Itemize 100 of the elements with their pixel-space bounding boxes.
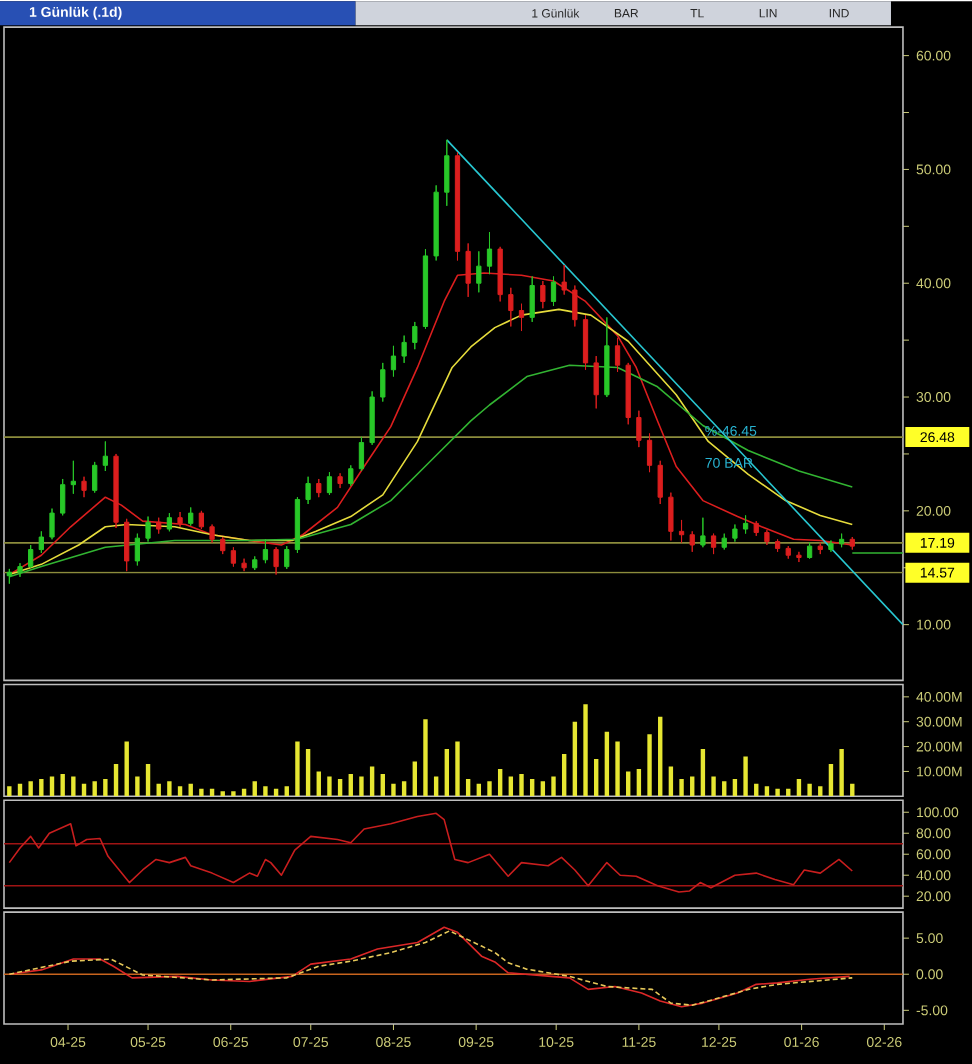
bar: [262, 786, 268, 797]
candlestick: [123, 518, 129, 572]
candlestick: [539, 280, 546, 309]
candlestick: [59, 478, 65, 516]
candlestick: [827, 539, 834, 553]
bar: [134, 776, 140, 797]
bar: [92, 781, 97, 797]
bar: [561, 754, 566, 797]
bar: [198, 788, 204, 797]
candlestick: [91, 461, 97, 494]
bar: [284, 786, 289, 797]
candlestick: [593, 355, 599, 409]
bar: [145, 763, 150, 797]
bar: [636, 768, 641, 797]
candlestick: [241, 558, 247, 572]
bar: [70, 776, 76, 797]
bar: [49, 776, 54, 797]
line-series: [8, 812, 853, 893]
candlestick: [763, 529, 770, 546]
bar: [838, 749, 844, 797]
candlestick: [742, 514, 748, 535]
candlestick: [571, 285, 578, 327]
bar: [593, 759, 598, 797]
candlestick: [689, 530, 695, 553]
bar: [614, 741, 620, 797]
candlestick: [112, 453, 119, 529]
candlestick: [838, 533, 844, 548]
bar: [774, 788, 780, 797]
candlestick: [699, 517, 706, 548]
candlestick: [486, 231, 492, 275]
bar: [508, 776, 513, 797]
candlestick: [347, 464, 353, 487]
bar: [124, 741, 129, 797]
candlestick: [753, 520, 759, 537]
bar: [294, 741, 300, 797]
bar: [412, 761, 417, 797]
candlestick: [390, 345, 396, 378]
bar: [550, 776, 556, 797]
candlestick: [678, 519, 684, 544]
candlestick: [176, 511, 183, 528]
candlestick: [721, 533, 727, 551]
candlestick: [433, 184, 439, 261]
candlestick: [326, 471, 332, 496]
bar: [316, 771, 321, 797]
candlestick: [102, 440, 108, 472]
candlestick: [507, 287, 514, 327]
candlestick: [454, 151, 460, 261]
bar: [348, 773, 353, 797]
candlestick: [38, 530, 44, 554]
candlestick: [155, 517, 161, 535]
bar: [326, 776, 332, 797]
bar: [486, 781, 492, 797]
candlestick: [305, 476, 311, 505]
candlestick: [475, 250, 482, 293]
candlestick: [614, 337, 620, 373]
candlestick: [6, 568, 12, 585]
bar: [369, 766, 374, 797]
candlestick: [294, 496, 300, 554]
candlestick: [401, 335, 407, 364]
candlestick: [603, 316, 610, 398]
candlestick: [529, 275, 535, 323]
candlestick: [795, 551, 802, 563]
bar: [764, 786, 769, 797]
candlestick: [198, 510, 204, 530]
candlestick: [358, 436, 364, 472]
bar: [710, 776, 716, 797]
candlestick: [635, 410, 642, 448]
bar: [380, 773, 385, 797]
candlestick: [379, 362, 385, 403]
candlestick: [411, 321, 417, 350]
bar: [6, 786, 12, 797]
bar: [497, 768, 502, 797]
bar: [625, 771, 630, 797]
bar: [604, 731, 609, 797]
bar: [817, 786, 823, 797]
candlestick: [166, 512, 172, 532]
candlestick: [518, 303, 524, 332]
candlestick: [144, 516, 151, 543]
bar: [572, 721, 577, 797]
bar: [390, 783, 396, 797]
candlestick: [48, 508, 55, 540]
candlestick: [625, 362, 631, 425]
candlestick: [667, 492, 674, 541]
bar: [113, 763, 118, 797]
bar: [678, 778, 684, 797]
bar: [230, 791, 236, 797]
bar: [582, 704, 588, 797]
bar: [721, 781, 726, 797]
candlestick: [806, 542, 812, 560]
candlestick: [16, 562, 23, 578]
bar: [60, 773, 65, 797]
bar: [540, 781, 545, 797]
candlestick: [230, 546, 236, 568]
bar: [102, 778, 108, 797]
candlestick: [337, 472, 343, 489]
bar: [806, 783, 812, 797]
bar: [518, 773, 524, 797]
candlestick: [731, 524, 738, 543]
line-series: [8, 364, 853, 578]
candlestick: [251, 555, 257, 571]
